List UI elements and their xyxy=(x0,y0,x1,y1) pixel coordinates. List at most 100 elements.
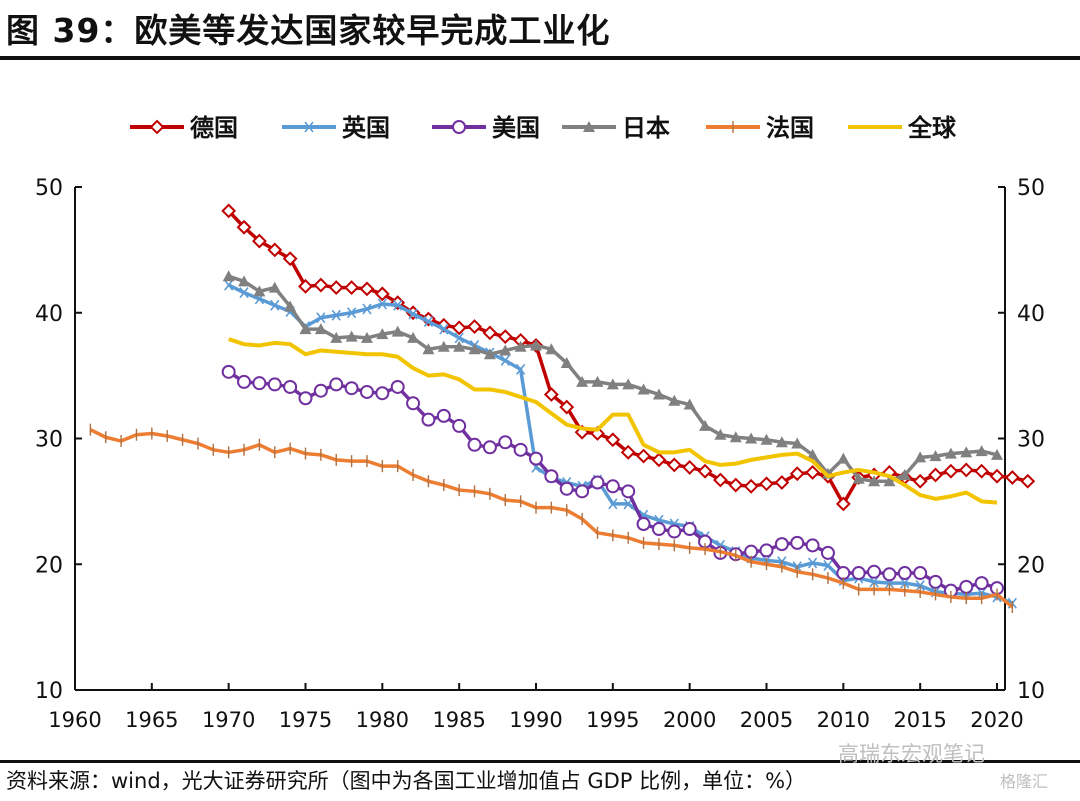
footer-divider xyxy=(0,760,1080,763)
data-point xyxy=(408,308,418,320)
data-point xyxy=(451,320,467,336)
data-point xyxy=(852,472,865,484)
data-point xyxy=(500,355,510,367)
data-point xyxy=(499,344,512,356)
x-tick-label: 2010 xyxy=(817,708,870,732)
x-tick-label: 2020 xyxy=(970,708,1023,732)
data-point xyxy=(221,364,236,379)
data-point xyxy=(576,375,589,387)
data-point xyxy=(390,379,405,394)
data-point xyxy=(362,303,372,315)
legend-marker xyxy=(149,119,165,135)
data-point xyxy=(745,432,758,444)
legend-label: 德国 xyxy=(190,114,238,142)
legend-marker xyxy=(583,121,595,132)
legend-label: 美国 xyxy=(492,114,540,142)
legend-item: 德国 xyxy=(130,114,238,142)
legend-item: 英国 xyxy=(282,114,390,142)
x-tick-label: 1965 xyxy=(125,708,178,732)
data-point xyxy=(699,419,712,431)
data-point xyxy=(805,465,821,480)
data-point xyxy=(851,566,866,581)
data-point xyxy=(760,433,773,445)
data-point xyxy=(960,446,973,458)
data-point xyxy=(514,340,527,352)
y-tick-label-left: 20 xyxy=(35,553,63,578)
y-tick-label-left: 30 xyxy=(35,428,63,453)
data-point xyxy=(529,451,543,466)
data-point xyxy=(221,203,237,219)
data-point xyxy=(513,442,528,457)
data-point xyxy=(682,522,697,537)
data-point xyxy=(346,307,357,319)
data-point xyxy=(666,457,682,473)
data-point xyxy=(331,309,341,321)
data-point xyxy=(359,281,375,297)
legend-item: 日本 xyxy=(562,114,670,142)
data-point xyxy=(360,331,373,343)
data-point xyxy=(835,496,851,512)
x-tick-label: 1980 xyxy=(356,708,409,732)
y-tick-label-right: 40 xyxy=(1017,302,1045,327)
data-point xyxy=(928,574,943,589)
data-point xyxy=(222,270,235,282)
data-point xyxy=(543,387,559,402)
data-point xyxy=(328,280,344,296)
data-point xyxy=(697,463,713,479)
data-point xyxy=(283,379,298,394)
data-point xyxy=(774,475,790,490)
data-point xyxy=(483,348,496,360)
data-point xyxy=(914,451,927,463)
data-point xyxy=(575,484,590,499)
data-point xyxy=(882,567,897,582)
data-point xyxy=(605,432,621,448)
data-point xyxy=(636,517,651,532)
data-point xyxy=(422,343,435,355)
y-tick-label-right: 10 xyxy=(1017,679,1045,704)
data-point xyxy=(313,383,328,398)
data-point xyxy=(267,377,282,392)
data-point xyxy=(943,463,959,479)
data-point xyxy=(714,428,727,440)
legend-label: 日本 xyxy=(622,114,670,142)
data-point xyxy=(912,473,928,489)
legend-item: 法国 xyxy=(706,114,814,142)
data-point xyxy=(298,391,313,406)
data-point xyxy=(560,357,573,369)
data-point xyxy=(314,323,327,335)
data-point xyxy=(393,299,403,311)
data-point xyxy=(238,275,251,287)
y-tick-label-left: 10 xyxy=(35,679,63,704)
data-point xyxy=(790,535,805,550)
series-2 xyxy=(221,364,1004,598)
data-point xyxy=(436,408,451,423)
data-point xyxy=(712,472,728,488)
data-point xyxy=(559,399,575,415)
data-point xyxy=(467,437,482,452)
legend-item: 全球 xyxy=(848,114,957,142)
y-tick-label-right: 50 xyxy=(1017,176,1045,201)
data-point xyxy=(329,377,344,392)
data-point xyxy=(621,484,636,499)
data-point xyxy=(344,280,360,296)
data-point xyxy=(652,388,665,400)
data-point xyxy=(637,383,650,395)
data-point xyxy=(423,316,434,328)
data-point xyxy=(239,287,249,299)
data-point xyxy=(590,475,605,490)
data-point xyxy=(236,219,252,235)
data-point xyxy=(991,448,1003,460)
y-tick-label-left: 50 xyxy=(35,176,63,201)
data-point xyxy=(867,564,882,579)
data-point xyxy=(651,522,666,537)
data-point xyxy=(622,378,635,390)
data-point xyxy=(284,300,297,312)
data-point xyxy=(667,524,682,539)
title-divider xyxy=(0,56,1080,60)
chart-legend: 德国 英国 美国 日本 法国 全球 xyxy=(130,114,957,142)
data-point xyxy=(439,323,449,335)
data-point xyxy=(359,384,374,399)
data-point xyxy=(608,498,618,510)
x-tick-label: 2005 xyxy=(740,708,793,732)
